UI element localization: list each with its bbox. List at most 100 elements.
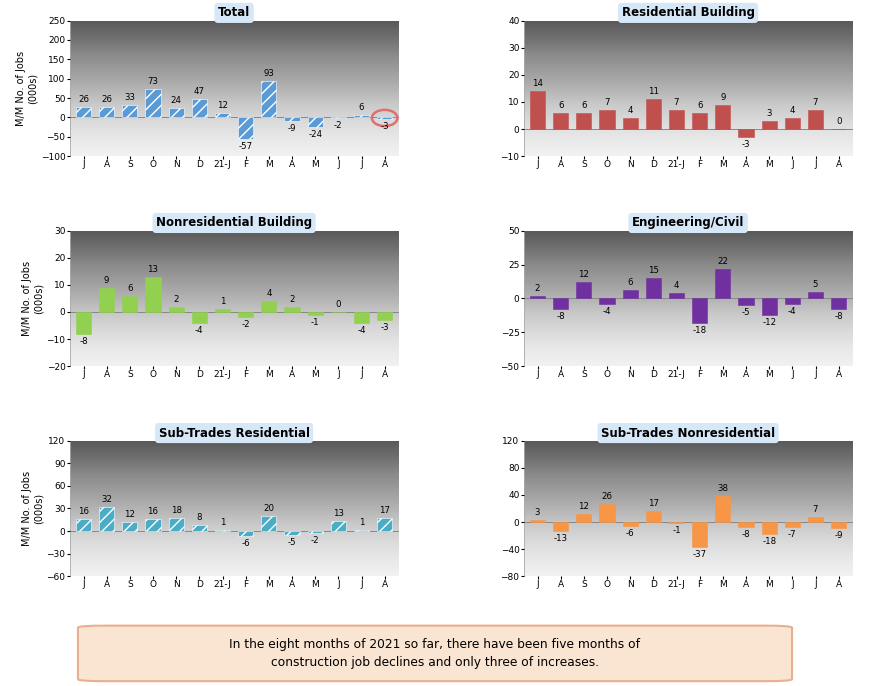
Text: 20: 20 [263,504,274,513]
Text: -2: -2 [241,320,249,329]
Bar [284,117,299,121]
Text: -3: -3 [741,140,749,149]
Bar [215,309,229,312]
Bar [99,107,114,117]
Text: 1: 1 [358,519,364,528]
Text: 4: 4 [266,289,271,298]
Text: -4: -4 [602,307,611,316]
Y-axis label: M/M No. of Jobs
(000s): M/M No. of Jobs (000s) [22,471,43,546]
Text: -1: -1 [672,525,680,534]
Text: 7: 7 [812,98,818,107]
Bar [215,530,229,531]
Bar [169,108,183,117]
Text: 12: 12 [578,270,588,279]
Bar [123,296,137,312]
Text: 17: 17 [647,499,658,508]
Text: 6: 6 [557,101,563,110]
Text: 16: 16 [78,507,89,516]
Bar [123,522,137,531]
Bar [145,276,161,312]
Text: 4: 4 [673,281,679,290]
Text: -37: -37 [692,550,706,559]
Text: 24: 24 [170,96,182,105]
Text: 13: 13 [148,265,158,274]
Bar [191,312,207,323]
Bar [261,516,276,531]
Text: -9: -9 [833,531,842,540]
Bar [668,110,683,129]
Text: -3: -3 [380,323,388,332]
Text: -24: -24 [308,130,322,139]
Bar [99,287,114,312]
Text: -8: -8 [79,337,88,346]
Text: -8: -8 [556,312,564,321]
Bar [645,99,660,129]
Bar [191,525,207,531]
Text: 12: 12 [124,510,136,519]
Bar [145,519,161,531]
Text: 3: 3 [766,109,771,118]
Text: -1: -1 [310,318,319,327]
Text: 7: 7 [604,98,609,107]
Text: 13: 13 [333,509,343,519]
Text: 6: 6 [580,101,586,110]
Title: Residential Building: Residential Building [620,6,753,19]
Text: 1: 1 [220,297,225,306]
Title: Total: Total [218,6,250,19]
Text: 4: 4 [789,106,794,115]
Text: -4: -4 [787,307,796,316]
Bar [692,298,706,323]
Text: 12: 12 [578,502,588,511]
Bar [807,517,822,522]
Bar [145,89,161,117]
Text: 0: 0 [835,117,840,126]
Text: 16: 16 [148,507,158,516]
Bar [354,312,368,323]
Text: 7: 7 [812,506,818,514]
Bar [308,117,322,127]
Bar [830,522,846,528]
Text: 6: 6 [127,284,132,293]
Bar [692,522,706,547]
Text: 4: 4 [627,106,633,115]
Text: 2: 2 [289,294,295,304]
Text: 47: 47 [194,87,204,96]
Text: -5: -5 [288,538,296,547]
Bar [645,278,660,298]
Text: 8: 8 [196,513,202,522]
Bar [261,82,276,117]
Text: -12: -12 [761,318,775,327]
Bar [529,520,544,522]
Bar [377,518,392,531]
Title: Sub-Trades Residential: Sub-Trades Residential [158,427,309,440]
Text: 5: 5 [812,280,818,289]
Bar [668,293,683,298]
Text: 93: 93 [263,69,274,78]
Bar [284,531,299,535]
Text: -2: -2 [310,536,319,545]
Bar [760,522,776,534]
Bar [377,117,392,119]
Bar [714,496,730,522]
Text: -4: -4 [357,326,365,335]
FancyBboxPatch shape [78,626,791,681]
Y-axis label: M/M No. of Jobs
(000s): M/M No. of Jobs (000s) [17,51,38,126]
Bar [760,298,776,315]
Bar [284,307,299,312]
Bar [807,110,822,129]
Bar [622,118,637,129]
Text: 14: 14 [532,79,542,88]
Y-axis label: M/M No. of Jobs
(000s): M/M No. of Jobs (000s) [22,261,43,336]
Bar [238,312,253,318]
Bar [215,113,229,117]
Text: -6: -6 [241,539,249,547]
Bar [738,129,753,137]
Bar [99,507,114,531]
Bar [261,301,276,312]
Text: 38: 38 [717,484,727,493]
Bar [622,522,637,526]
Text: 33: 33 [124,93,136,102]
Text: -18: -18 [761,537,775,546]
Bar [575,514,591,522]
Text: 6: 6 [627,279,633,287]
